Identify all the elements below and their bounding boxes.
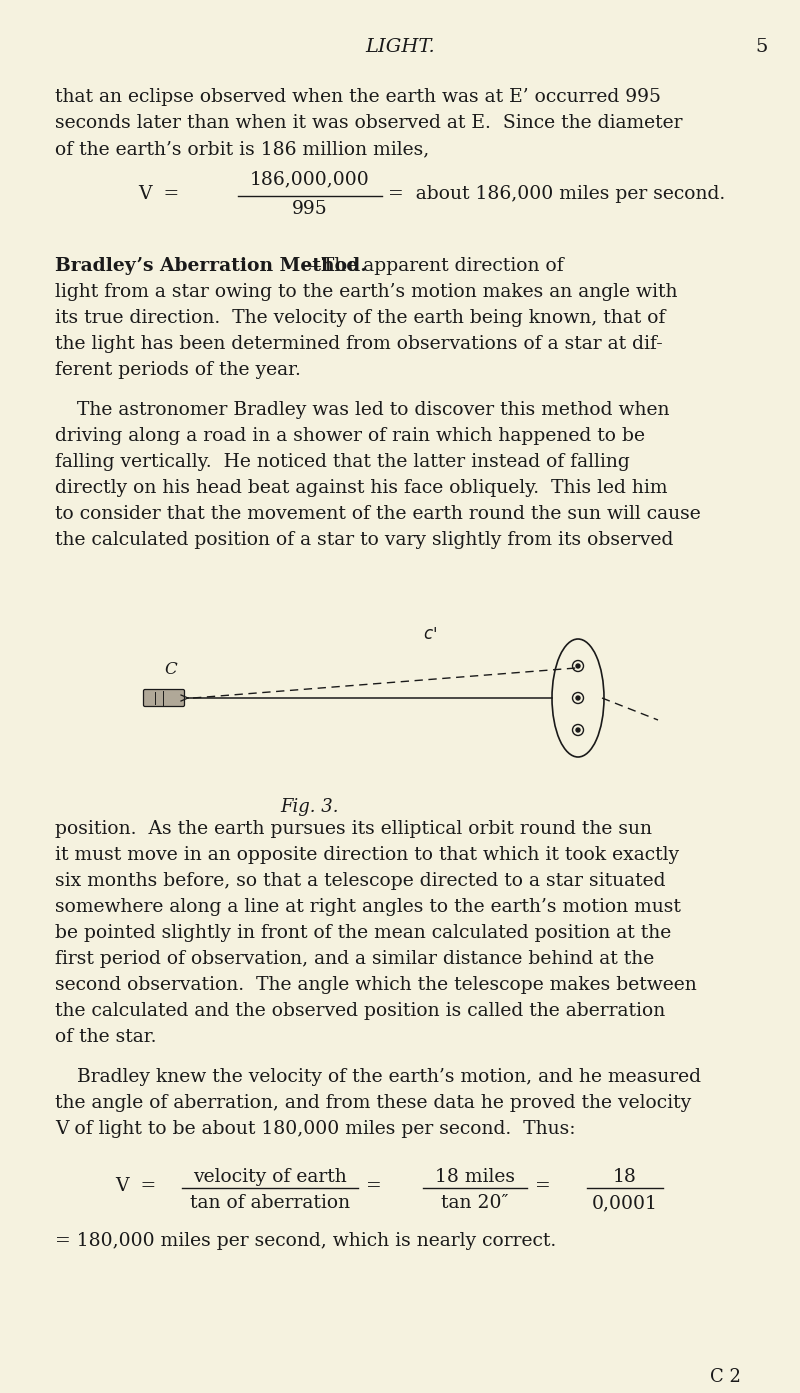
Text: the calculated position of a star to vary slightly from its observed: the calculated position of a star to var… (55, 531, 674, 549)
Text: =: = (366, 1177, 382, 1195)
Text: LIGHT.: LIGHT. (365, 38, 435, 56)
Text: it must move in an opposite direction to that which it took exactly: it must move in an opposite direction to… (55, 846, 679, 864)
Text: C: C (165, 662, 178, 678)
Text: ferent periods of the year.: ferent periods of the year. (55, 361, 301, 379)
Text: its true direction.  The velocity of the earth being known, that of: its true direction. The velocity of the … (55, 309, 666, 327)
Text: 18: 18 (613, 1167, 637, 1185)
Text: —The apparent direction of: —The apparent direction of (303, 256, 564, 274)
Text: the calculated and the observed position is called the aberration: the calculated and the observed position… (55, 1002, 666, 1020)
Circle shape (576, 696, 580, 701)
Circle shape (576, 729, 580, 731)
Text: C 2: C 2 (710, 1368, 741, 1386)
Text: =: = (535, 1177, 550, 1195)
Text: $\mathit{c}$': $\mathit{c}$' (423, 625, 437, 644)
Text: = 180,000 miles per second, which is nearly correct.: = 180,000 miles per second, which is nea… (55, 1231, 556, 1250)
Text: V  =: V = (138, 185, 179, 203)
Text: 18 miles: 18 miles (435, 1167, 515, 1185)
Text: of the star.: of the star. (55, 1028, 157, 1046)
Text: be pointed slightly in front of the mean calculated position at the: be pointed slightly in front of the mean… (55, 924, 671, 942)
FancyBboxPatch shape (143, 690, 185, 706)
Text: position.  As the earth pursues its elliptical orbit round the sun: position. As the earth pursues its ellip… (55, 820, 652, 839)
Text: tan 20″: tan 20″ (442, 1194, 509, 1212)
Text: of the earth’s orbit is 186 million miles,: of the earth’s orbit is 186 million mile… (55, 141, 430, 157)
Text: =  about 186,000 miles per second.: = about 186,000 miles per second. (388, 185, 726, 203)
Text: to consider that the movement of the earth round the sun will cause: to consider that the movement of the ear… (55, 506, 701, 522)
Text: Bradley knew the velocity of the earth’s motion, and he measured: Bradley knew the velocity of the earth’s… (77, 1068, 701, 1087)
Text: Fig. 3.: Fig. 3. (281, 798, 339, 816)
Text: seconds later than when it was observed at E.  Since the diameter: seconds later than when it was observed … (55, 114, 682, 132)
Text: The astronomer Bradley was led to discover this method when: The astronomer Bradley was led to discov… (77, 401, 670, 419)
Text: tan of aberration: tan of aberration (190, 1194, 350, 1212)
Text: somewhere along a line at right angles to the earth’s motion must: somewhere along a line at right angles t… (55, 898, 681, 917)
Text: that an eclipse observed when the earth was at E’ occurred 995: that an eclipse observed when the earth … (55, 88, 661, 106)
Text: velocity of earth: velocity of earth (193, 1167, 347, 1185)
Circle shape (576, 664, 580, 669)
Text: V  =: V = (115, 1177, 156, 1195)
Text: 995: 995 (292, 201, 328, 217)
Text: driving along a road in a shower of rain which happened to be: driving along a road in a shower of rain… (55, 428, 645, 444)
Text: first period of observation, and a similar distance behind at the: first period of observation, and a simil… (55, 950, 654, 968)
Text: the angle of aberration, and from these data he proved the velocity: the angle of aberration, and from these … (55, 1094, 691, 1112)
Text: directly on his head beat against his face obliquely.  This led him: directly on his head beat against his fa… (55, 479, 667, 497)
Text: 5: 5 (756, 38, 768, 56)
Text: 0,0001: 0,0001 (592, 1194, 658, 1212)
Text: the light has been determined from observations of a star at dif-: the light has been determined from obser… (55, 334, 662, 352)
Text: 186,000,000: 186,000,000 (250, 170, 370, 188)
Text: light from a star owing to the earth’s motion makes an angle with: light from a star owing to the earth’s m… (55, 283, 678, 301)
Text: six months before, so that a telescope directed to a star situated: six months before, so that a telescope d… (55, 872, 666, 890)
Text: second observation.  The angle which the telescope makes between: second observation. The angle which the … (55, 976, 697, 995)
Text: V of light to be about 180,000 miles per second.  Thus:: V of light to be about 180,000 miles per… (55, 1120, 575, 1138)
Text: falling vertically.  He noticed that the latter instead of falling: falling vertically. He noticed that the … (55, 453, 630, 471)
Text: Bradley’s Aberration Method.: Bradley’s Aberration Method. (55, 256, 366, 274)
